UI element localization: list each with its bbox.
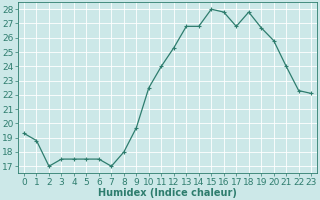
X-axis label: Humidex (Indice chaleur): Humidex (Indice chaleur) (98, 188, 237, 198)
